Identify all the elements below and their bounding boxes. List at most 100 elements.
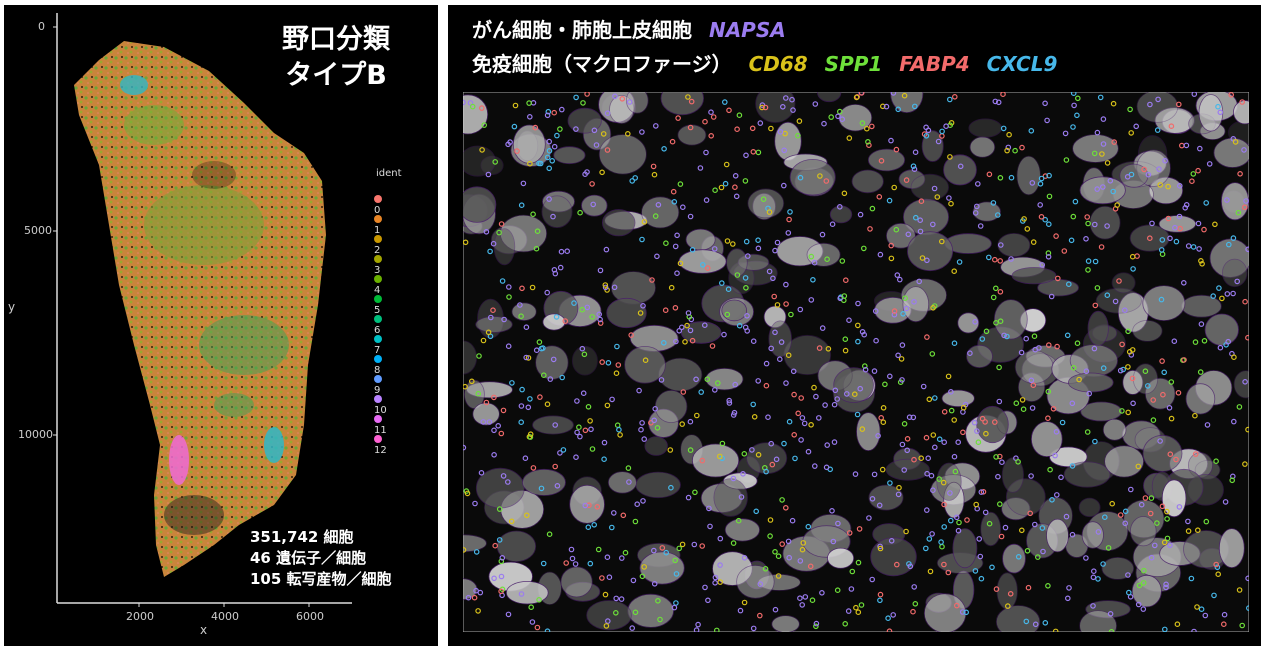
cell-nucleus [692,443,740,478]
transcript-spot [907,563,914,570]
cell-nucleus [644,436,668,456]
transcript-spot [670,188,677,195]
transcript-spot [1108,629,1115,632]
legend-item: 1 [374,214,394,236]
transcript-spot [775,553,782,560]
cell-nucleus [1080,401,1123,422]
legend-item: 3 [374,254,394,276]
transcript-spot [977,553,984,560]
transcript-spot [473,587,479,594]
transcript-spot [697,165,704,171]
transcript-spot [839,258,846,264]
transcript-spot [977,223,984,229]
transcript-spot [955,439,962,446]
transcript-spot [478,105,485,111]
transcript-spot [611,284,618,291]
transcript-spot [1114,202,1121,208]
transcript-spot [1198,258,1204,264]
transcript-spot [755,245,762,252]
transcript-spot [910,414,917,421]
transcript-spot [760,196,767,203]
transcript-spot [632,518,639,525]
transcript-spot [878,158,885,164]
transcript-spot [705,597,711,604]
transcript-spot [687,327,694,334]
transcript-spot [901,420,908,427]
transcript-spot [1083,236,1089,242]
transcript-spot [717,535,724,542]
transcript-spot [1049,496,1055,503]
transcript-spot [663,549,670,556]
transcript-spot [481,122,488,128]
transcript-spot [520,180,527,187]
transcript-spot [867,226,873,232]
transcript-spot [465,594,472,601]
transcript-spot [512,102,519,109]
transcript-spot [601,456,607,463]
transcript-spot [637,310,644,316]
transcript-spot [1242,298,1248,305]
transcript-spot [722,180,729,187]
transcript-spot [641,564,648,570]
cell-nucleus [936,462,962,501]
cell-nucleus [968,118,1003,138]
transcript-spot [585,403,592,410]
cell-nucleus [1101,556,1135,580]
transcript-spot [599,169,605,176]
transcript-spot [1241,204,1248,211]
transcript-spot [478,469,485,476]
transcript-spot [626,99,633,105]
transcript-spot [973,203,980,210]
transcript-spot [936,476,943,482]
transcript-spot [1192,412,1198,419]
transcript-spot [1069,531,1076,538]
cell-nucleus [598,134,647,175]
transcript-spot [546,165,553,172]
transcript-spot [523,354,530,361]
cell-nucleus [541,195,573,228]
transcript-spot [852,471,859,477]
transcript-spot [879,103,886,110]
transcript-spot [677,181,684,187]
transcript-spot [871,471,878,478]
transcript-spot [606,574,613,581]
cell-nucleus [1037,278,1079,297]
transcript-spot [628,332,635,338]
transcript-spot [779,104,786,110]
transcript-spot [1163,584,1169,591]
transcript-spot [846,530,853,536]
transcript-spot [891,311,898,318]
transcript-spot [549,158,556,164]
transcript-spot [659,545,666,551]
transcript-spot [1127,106,1133,113]
transcript-spots-layer [463,92,1249,632]
transcript-spot [858,92,865,96]
transcript-spot [821,120,827,127]
transcript-spot [505,284,512,290]
transcript-spot [587,418,593,424]
transcript-spot [869,576,876,583]
transcript-spot [632,609,639,616]
transcript-spot [930,305,936,311]
transcript-spot [785,230,792,236]
transcript-spot [614,343,620,350]
transcript-spot [734,272,741,278]
transcript-spot [537,394,543,400]
transcript-spot [676,328,683,334]
transcript-spot [550,356,557,363]
transcript-spot [1147,101,1153,108]
transcript-spot [948,388,954,395]
transcript-spot [463,239,469,246]
transcript-spot [1045,342,1052,348]
transcript-spot [471,594,478,601]
transcript-spot [480,337,487,344]
legend-swatch [374,355,382,363]
transcript-spot [679,324,685,331]
transcript-spot [876,194,883,200]
transcript-spot [687,124,694,131]
transcript-spot [927,568,934,575]
transcript-spot [991,256,998,263]
transcript-spot [499,278,506,284]
cell-nucleus [542,313,566,331]
transcript-spot [711,246,718,252]
